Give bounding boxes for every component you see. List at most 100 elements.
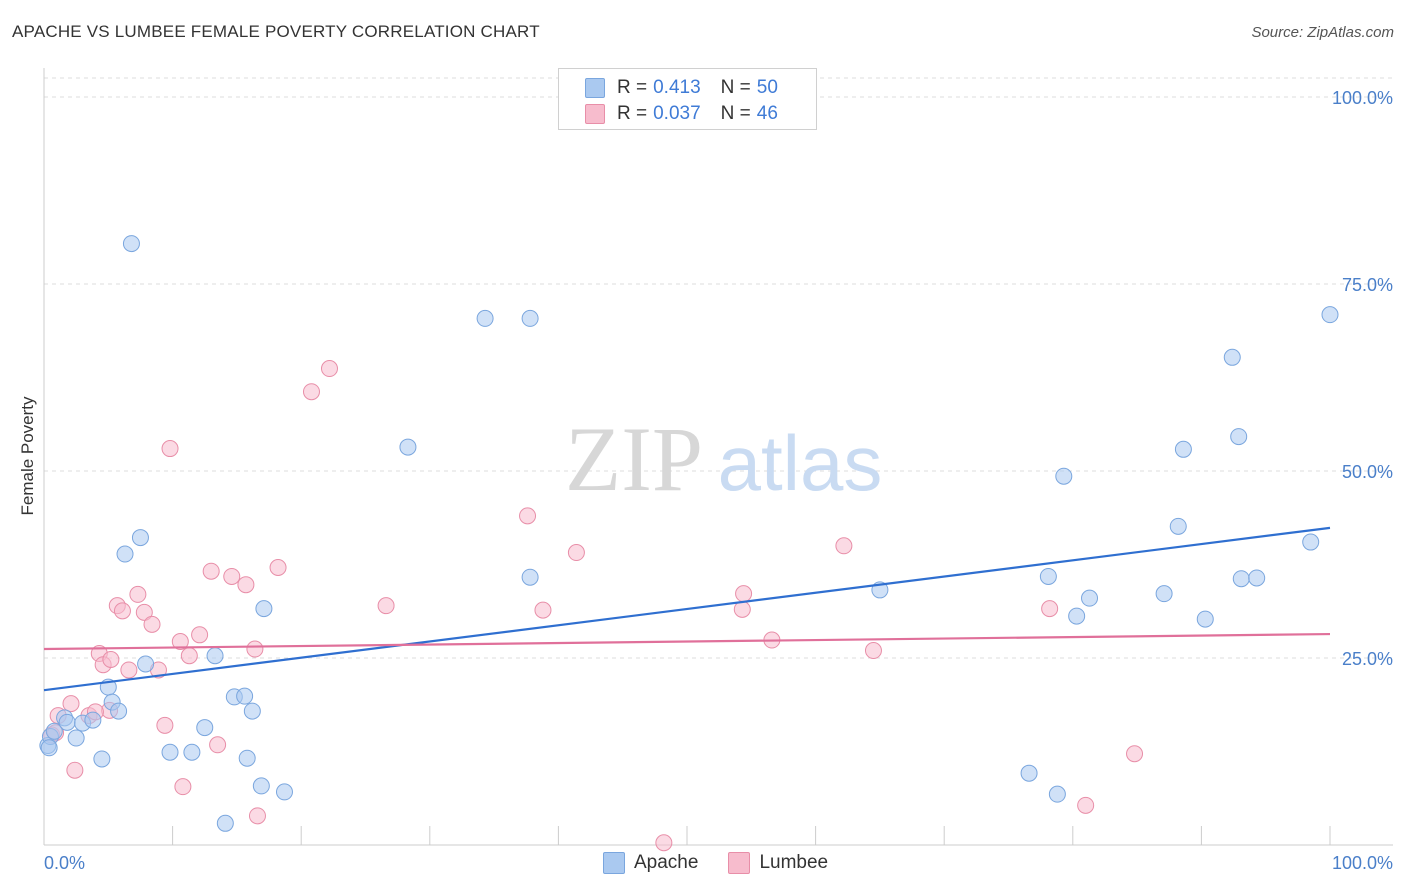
lumbee-point xyxy=(320,360,338,378)
legend-row-apache: R = 0.413 N = 50 xyxy=(585,77,778,99)
apache-point xyxy=(216,814,234,832)
lumbee-point xyxy=(302,383,320,401)
watermark-atlas: atlas xyxy=(718,419,883,507)
lumbee-point xyxy=(135,603,153,621)
lumbee-point xyxy=(156,716,174,734)
legend-item-apache[interactable]: Apache xyxy=(603,852,698,874)
lumbee-point xyxy=(835,537,853,555)
apache-point xyxy=(1302,533,1320,551)
apache-point xyxy=(1039,567,1057,585)
legend-item-lumbee[interactable]: Lumbee xyxy=(728,852,828,874)
lumbee-trend-line xyxy=(43,632,1331,651)
lumbee-point xyxy=(223,567,241,585)
apache-swatch xyxy=(603,852,625,874)
apache-point xyxy=(1321,306,1339,324)
lumbee-point xyxy=(120,661,138,679)
lumbee-point xyxy=(129,585,147,603)
apache-point xyxy=(1068,607,1086,625)
apache-point xyxy=(206,647,224,665)
lumbee-point xyxy=(655,834,673,852)
lumbee-point xyxy=(171,633,189,651)
watermark-zip: ZIP xyxy=(565,408,703,510)
apache-point xyxy=(1223,348,1241,366)
watermark: ZIP atlas xyxy=(565,408,882,510)
apache-point xyxy=(521,568,539,586)
lumbee-point xyxy=(66,761,84,779)
legend-label-apache: Apache xyxy=(634,852,699,873)
trend-lines xyxy=(43,526,1331,692)
lumbee-point xyxy=(161,440,179,458)
apache-point xyxy=(183,743,201,761)
y-tick-label: 25.0% xyxy=(1342,649,1393,669)
apache-point xyxy=(252,777,270,795)
legend-r-value: 0.413 xyxy=(653,77,701,98)
y-axis-label: Female Poverty xyxy=(18,396,37,516)
apache-point xyxy=(1048,785,1066,803)
lumbee-swatch xyxy=(728,852,751,874)
axis-layer xyxy=(43,68,1393,846)
x-tick-label: 0.0% xyxy=(44,853,85,873)
lumbee-point xyxy=(269,558,287,576)
apache-point xyxy=(1155,585,1173,603)
lumbee-point xyxy=(237,576,255,594)
lumbee-point xyxy=(1126,745,1144,763)
apache-point xyxy=(84,711,102,729)
lumbee-point xyxy=(864,642,882,660)
apache-point xyxy=(275,783,293,801)
legend-n-value: 46 xyxy=(756,103,778,124)
legend-n-label: N = xyxy=(720,103,751,124)
apache-point xyxy=(116,545,134,563)
lumbee-point xyxy=(209,736,227,754)
apache-point xyxy=(1081,589,1099,607)
apache-point xyxy=(236,687,254,705)
lumbee-point xyxy=(113,602,131,620)
lumbee-point xyxy=(735,585,753,603)
series-legend: Apache Lumbee xyxy=(603,852,858,874)
apache-point xyxy=(1174,440,1192,458)
apache-point xyxy=(521,309,539,327)
apache-point xyxy=(1196,610,1214,628)
apache-point xyxy=(255,600,273,618)
apache-point xyxy=(40,739,58,757)
lumbee-point xyxy=(248,807,266,825)
apache-point xyxy=(137,655,155,673)
apache-point xyxy=(399,438,417,456)
apache-point xyxy=(110,702,128,720)
apache-point xyxy=(1230,428,1248,446)
correlation-legend: R = 0.413 N = 50 R = 0.037 N = 46 xyxy=(558,68,817,130)
lumbee-point xyxy=(102,650,120,668)
apache-point xyxy=(196,719,214,737)
y-tick-label: 75.0% xyxy=(1342,275,1393,295)
apache-point xyxy=(476,309,494,327)
apache-point xyxy=(67,729,85,747)
apache-point xyxy=(1248,569,1266,587)
apache-trend-line xyxy=(43,526,1331,692)
lumbee-point xyxy=(180,647,198,665)
lumbee-point xyxy=(1077,796,1095,814)
grid-layer xyxy=(44,77,1393,659)
legend-r-label: R = xyxy=(617,103,648,124)
apache-point xyxy=(238,749,256,767)
chart-source: Source: ZipAtlas.com xyxy=(1251,24,1394,41)
apache-point xyxy=(1232,570,1250,588)
chart-title: APACHE VS LUMBEE FEMALE POVERTY CORRELAT… xyxy=(12,22,540,41)
lumbee-point xyxy=(174,778,192,796)
apache-points xyxy=(39,235,1339,832)
legend-n-value: 50 xyxy=(756,77,778,98)
legend-label-lumbee: Lumbee xyxy=(759,852,829,873)
lumbee-point xyxy=(519,507,537,525)
apache-point xyxy=(58,713,76,731)
legend-r-value: 0.037 xyxy=(653,103,701,124)
lumbee-swatch xyxy=(585,104,605,124)
tick-labels: 25.0% 50.0% 75.0% 100.0% 0.0% 100.0% Female Po… xyxy=(18,88,1393,873)
legend-n-label: N = xyxy=(720,77,751,98)
apache-point xyxy=(1169,517,1187,535)
apache-point xyxy=(243,702,261,720)
lumbee-point xyxy=(377,597,395,615)
lumbee-point xyxy=(246,640,264,658)
lumbee-point xyxy=(1041,600,1059,618)
apache-point xyxy=(161,743,179,761)
x-tick-label: 100.0% xyxy=(1332,853,1393,873)
lumbee-point xyxy=(62,695,80,713)
